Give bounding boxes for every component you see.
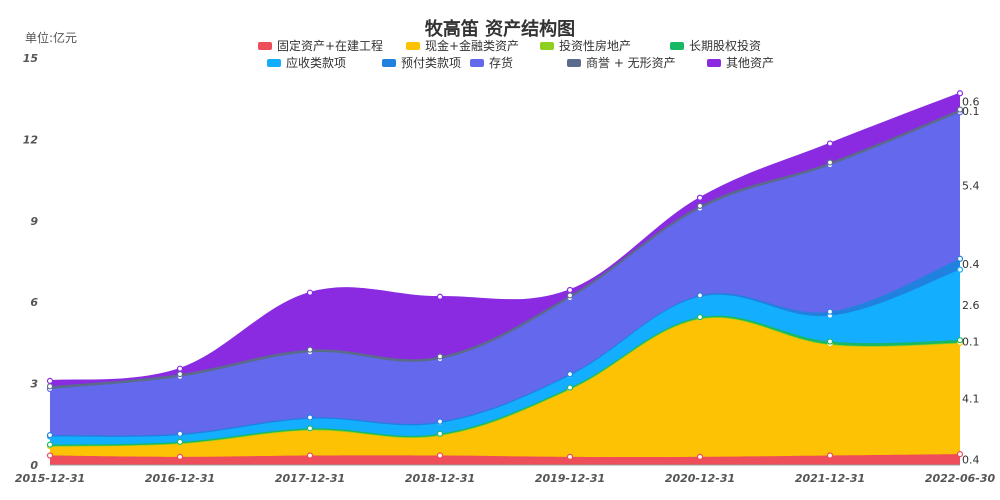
end-label: 0.1: [962, 336, 980, 349]
data-point[interactable]: [566, 384, 574, 391]
stacked-areas: [49, 92, 961, 465]
legend-swatch[interactable]: [470, 59, 484, 67]
y-tick-labels: 0 3 6 9 12 15: [23, 52, 39, 472]
x-tick-label: 2020-12-31: [665, 472, 735, 485]
data-point[interactable]: [696, 194, 704, 201]
data-point[interactable]: [956, 451, 964, 458]
legend-label[interactable]: 现金+金融类资产: [425, 38, 519, 53]
end-label: 0.4: [962, 258, 980, 271]
data-point[interactable]: [696, 202, 704, 209]
y-tick-label: 15: [23, 52, 39, 65]
y-tick-label: 0: [30, 459, 38, 472]
data-point[interactable]: [826, 338, 834, 345]
data-point[interactable]: [826, 159, 834, 166]
legend-label[interactable]: 存货: [489, 55, 513, 70]
y-tick-label: 9: [30, 215, 38, 228]
data-point[interactable]: [46, 377, 54, 384]
data-point[interactable]: [436, 418, 444, 425]
data-point[interactable]: [46, 452, 54, 459]
data-point[interactable]: [176, 371, 184, 378]
end-label: 0.1: [962, 105, 980, 118]
data-point[interactable]: [436, 452, 444, 459]
data-point[interactable]: [436, 293, 444, 300]
data-point[interactable]: [696, 292, 704, 299]
data-point[interactable]: [176, 438, 184, 446]
chart-title: 牧高笛 资产结构图: [425, 18, 575, 40]
data-point[interactable]: [826, 140, 834, 147]
legend-swatch[interactable]: [267, 59, 281, 67]
data-point[interactable]: [176, 430, 184, 437]
x-tick-label: 2016-12-31: [145, 472, 215, 485]
legend-label[interactable]: 应收类款项: [286, 55, 346, 70]
data-point[interactable]: [826, 452, 834, 459]
data-point[interactable]: [176, 453, 184, 460]
data-point[interactable]: [436, 430, 444, 437]
x-tick-label: 2022-06-30: [925, 472, 996, 485]
data-point[interactable]: [306, 289, 314, 296]
data-point[interactable]: [696, 314, 704, 321]
legend-swatch[interactable]: [258, 42, 272, 50]
data-point[interactable]: [306, 346, 314, 353]
data-point[interactable]: [566, 292, 574, 299]
legend-label[interactable]: 长期股权投资: [689, 38, 761, 53]
legend-swatch[interactable]: [707, 59, 721, 67]
data-point[interactable]: [46, 432, 54, 439]
legend-label[interactable]: 商誉 + 无形资产: [586, 55, 676, 70]
data-point[interactable]: [176, 365, 184, 372]
legend-label[interactable]: 投资性房地产: [559, 38, 631, 53]
legend-swatch[interactable]: [540, 42, 554, 50]
data-point[interactable]: [566, 371, 574, 378]
data-point[interactable]: [306, 452, 314, 459]
data-point[interactable]: [306, 414, 314, 421]
data-point[interactable]: [566, 453, 574, 460]
data-point[interactable]: [306, 425, 314, 432]
x-tick-label: 2021-12-31: [795, 472, 865, 485]
data-point[interactable]: [46, 383, 54, 390]
data-point[interactable]: [436, 353, 444, 360]
area-series-8: [50, 93, 960, 387]
end-label: 0.4: [962, 454, 980, 467]
area-series-6: [50, 112, 960, 436]
end-labels: 0.44.10.12.60.45.40.10.6: [962, 95, 980, 466]
legend-swatch[interactable]: [670, 42, 684, 50]
legend-label[interactable]: 预付类款项: [401, 56, 461, 70]
data-point[interactable]: [956, 106, 964, 113]
x-axis: 2015-12-31 2016-12-31 2017-12-31 2018-12-31…: [15, 464, 996, 485]
end-label: 4.1: [962, 393, 980, 406]
x-tick-label: 2018-12-31: [405, 472, 475, 485]
x-tick-label: 2015-12-31: [15, 472, 85, 485]
legend-swatch[interactable]: [382, 59, 396, 67]
y-tick-label: 12: [23, 133, 39, 146]
y-tick-label: 6: [30, 296, 38, 309]
data-point[interactable]: [956, 337, 964, 344]
line-series-8: [49, 92, 961, 382]
area-series-1: [50, 317, 960, 458]
y-axis-unit-label: 单位:亿元: [25, 30, 77, 45]
legend-label[interactable]: 其他资产: [726, 56, 774, 70]
area-series-4: [50, 269, 960, 445]
legend-swatch[interactable]: [406, 42, 420, 50]
y-tick-label: 3: [30, 378, 38, 391]
data-points: [46, 90, 964, 460]
end-label: 5.4: [962, 180, 980, 193]
x-tick-label: 2019-12-31: [535, 472, 605, 485]
data-point[interactable]: [566, 286, 574, 294]
data-point[interactable]: [956, 90, 964, 97]
end-label: 2.6: [962, 299, 980, 312]
data-point[interactable]: [956, 255, 964, 262]
legend-swatch[interactable]: [567, 59, 581, 67]
x-tick-label: 2017-12-31: [275, 472, 345, 485]
data-point[interactable]: [46, 441, 54, 448]
data-point[interactable]: [826, 308, 834, 315]
end-label: 0.6: [962, 95, 980, 108]
data-point[interactable]: [696, 453, 704, 460]
legend-label[interactable]: 固定资产+在建工程: [277, 38, 383, 53]
data-point[interactable]: [956, 266, 964, 273]
